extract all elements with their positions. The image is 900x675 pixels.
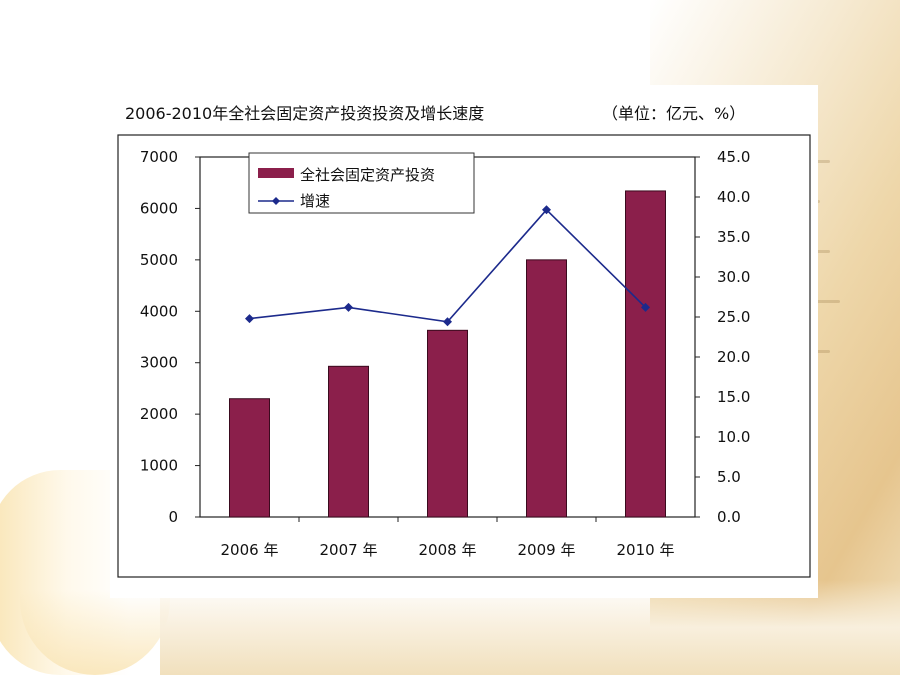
x-tick-label: 2010 年 [617,541,675,559]
y-right-tick-label: 15.0 [717,388,750,406]
legend-bar-label: 全社会固定资产投资 [300,166,435,184]
chart-title: 2006-2010年全社会固定资产投资投资及增长速度 [125,104,484,123]
chart: 2006-2010年全社会固定资产投资投资及增长速度 （单位：亿元、%） 0 10… [117,104,811,578]
chart-unit-note: （单位：亿元、%） [602,104,745,123]
x-tick-label: 2008 年 [419,541,477,559]
plot-area: 0 1000 2000 3000 4000 5000 6000 7000 0.0 5.0 10.0 1… [140,148,751,559]
x-tick-label: 2006 年 [221,541,279,559]
y-left-tick-label: 4000 [140,302,178,320]
bar [526,259,567,518]
bar [328,365,369,518]
legend-line-marker [272,197,280,205]
bar [625,190,666,518]
y-right-tick-label: 45.0 [717,148,750,166]
growth-point [443,317,452,327]
y-right-tick-label: 25.0 [717,308,750,326]
y-left-tick-label: 1000 [140,457,178,475]
chart-panel: 2006-2010年全社会固定资产投资投资及增长速度 （单位：亿元、%） 0 10… [110,85,818,598]
x-tick-label: 2007 年 [320,541,378,559]
y-right-tick-label: 0.0 [717,508,741,526]
y-right-tick-label: 40.0 [717,188,750,206]
legend-line-label: 增速 [300,192,330,210]
y-left-tick-label: 6000 [140,199,178,217]
legend-box [248,152,475,214]
chart-border [117,134,811,578]
y-left-tick-label: 0 [168,508,178,526]
y-left-tick-label: 5000 [140,251,178,269]
growth-point [245,314,254,324]
growth-point [542,205,551,215]
growth-series-line [249,208,647,323]
x-tick-label: 2009 年 [518,541,576,559]
bar [427,329,468,518]
y-left-tick-label: 3000 [140,354,178,372]
legend-bar-swatch [258,168,294,178]
y-right-tick-label: 10.0 [717,428,750,446]
legend: 全社会固定资产投资 增速 [248,152,475,214]
y-right-tick-label: 5.0 [717,468,741,486]
growth-point [641,302,650,312]
growth-point [344,302,353,312]
y-right-tick-label: 30.0 [717,268,750,286]
bar [229,398,270,518]
y-right-tick-label: 35.0 [717,228,750,246]
y-left-tick-label: 2000 [140,405,178,423]
y-right-tick-label: 20.0 [717,348,750,366]
y-left-tick-label: 7000 [140,148,178,166]
